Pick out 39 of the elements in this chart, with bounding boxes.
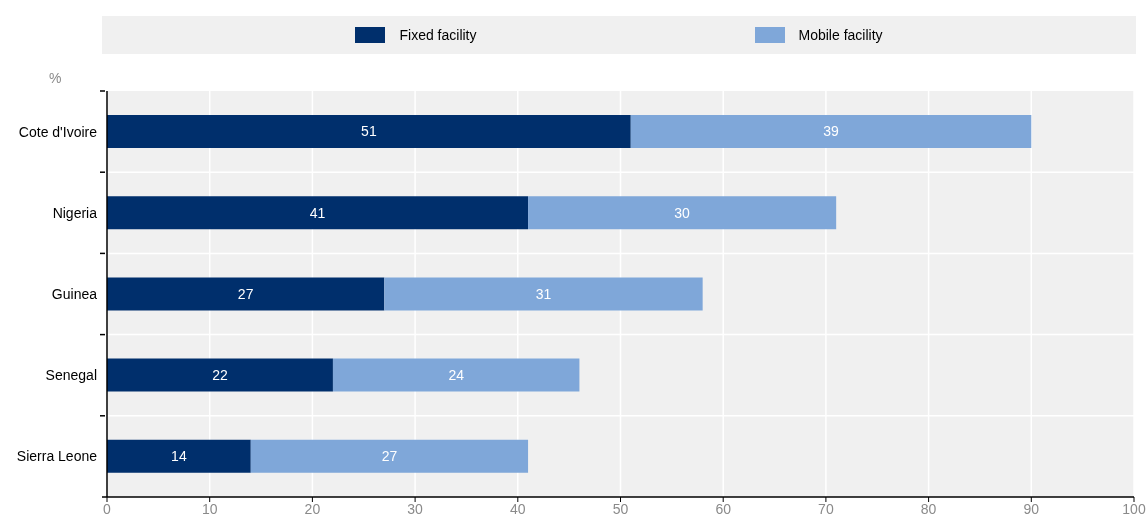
x-tick-label: 50	[612, 500, 629, 517]
x-tick-label: 60	[715, 500, 732, 517]
data-label: 22	[212, 367, 228, 384]
bar	[107, 115, 631, 148]
bar	[332, 358, 580, 392]
legend-label: Fixed facility	[399, 27, 477, 43]
bar	[107, 358, 333, 392]
bar	[528, 196, 837, 230]
data-label: 24	[448, 367, 465, 384]
y-tick-label: Nigeria	[52, 204, 98, 221]
data-label: 27	[237, 285, 254, 302]
data-label: 30	[674, 204, 691, 221]
x-tick-label: 30	[407, 500, 424, 517]
bar	[107, 277, 385, 311]
x-tick-label: 90	[1023, 500, 1040, 517]
y-tick-label: Guinea	[51, 286, 98, 302]
bar	[107, 196, 529, 230]
data-label: 27	[381, 448, 398, 465]
x-tick-label: 80	[920, 500, 937, 517]
data-label: 41	[309, 204, 326, 221]
x-tick-label: 20	[304, 500, 321, 517]
x-tick-label: 100	[1122, 500, 1146, 517]
x-axis-title: %	[49, 70, 62, 86]
y-tick-label: Sierra Leone	[16, 448, 98, 465]
bar	[384, 277, 703, 311]
x-tick-label: 40	[510, 500, 526, 517]
legend-label: Mobile facility	[798, 27, 883, 43]
data-label: 14	[171, 448, 187, 465]
x-tick-label: 0	[103, 500, 112, 517]
data-label: 39	[823, 123, 840, 140]
x-tick-label: 10	[201, 500, 218, 517]
data-label: 31	[535, 285, 552, 302]
y-tick-label: Senegal	[45, 367, 97, 384]
y-tick-label: Cote d'Ivoire	[18, 123, 98, 140]
data-label: 51	[361, 123, 377, 140]
bar	[107, 439, 251, 473]
bar	[250, 439, 529, 473]
x-tick-label: 70	[818, 500, 834, 517]
bar	[630, 115, 1032, 148]
